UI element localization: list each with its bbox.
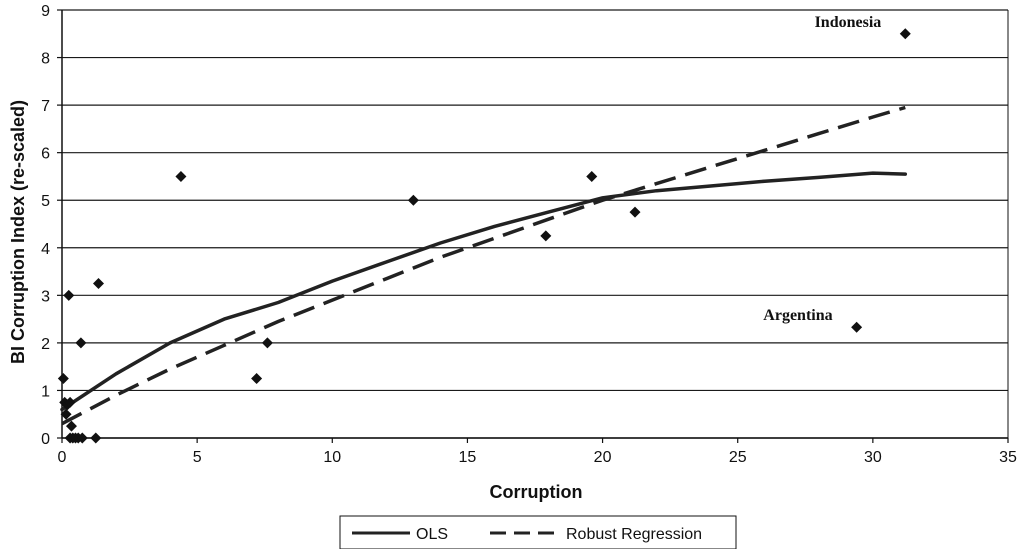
data-point bbox=[251, 373, 263, 385]
data-point bbox=[261, 337, 273, 349]
data-point bbox=[65, 420, 77, 432]
x-tick-label-15: 15 bbox=[459, 449, 477, 466]
data-point bbox=[629, 206, 641, 218]
data-point bbox=[76, 432, 88, 444]
y-tick-label-3: 3 bbox=[41, 288, 50, 305]
y-tick-label-8: 8 bbox=[41, 51, 50, 68]
data-point bbox=[407, 194, 419, 206]
x-tick-label-0: 0 bbox=[58, 449, 67, 466]
data-point bbox=[63, 289, 75, 301]
data-point bbox=[586, 170, 598, 182]
y-axis-title: BI Corruption Index (re-scaled) bbox=[8, 100, 28, 364]
axes bbox=[57, 9, 1009, 443]
legend-ols-label: OLS bbox=[416, 526, 448, 543]
gridlines bbox=[62, 9, 1008, 439]
data-point bbox=[60, 408, 72, 420]
data-point bbox=[90, 432, 102, 444]
y-tick-label-4: 4 bbox=[41, 241, 50, 258]
y-tick-label-7: 7 bbox=[41, 98, 50, 115]
data-point bbox=[851, 321, 863, 333]
x-tick-label-30: 30 bbox=[864, 449, 882, 466]
y-tick-label-6: 6 bbox=[41, 146, 50, 163]
data-point bbox=[175, 170, 187, 182]
data-points bbox=[57, 28, 911, 444]
series-line-robust-regression bbox=[61, 105, 906, 426]
data-point bbox=[57, 373, 69, 385]
x-tick-label-5: 5 bbox=[193, 449, 202, 466]
y-tick-label-9: 9 bbox=[41, 3, 50, 20]
y-tick-label-2: 2 bbox=[41, 336, 50, 353]
x-tick-labels: 0 5 10 15 20 25 30 35 bbox=[58, 449, 1017, 466]
y-tick-labels: 0 1 2 3 4 5 6 7 8 9 bbox=[41, 3, 50, 448]
regression-lines bbox=[60, 105, 908, 426]
y-tick-label-5: 5 bbox=[41, 193, 50, 210]
annotation-argentina: Argentina bbox=[763, 307, 832, 324]
y-tick-label-1: 1 bbox=[41, 383, 50, 400]
data-point bbox=[540, 230, 552, 242]
x-tick-label-25: 25 bbox=[729, 449, 747, 466]
data-point bbox=[75, 337, 87, 349]
legend: OLS Robust Regression bbox=[339, 515, 737, 549]
data-point bbox=[64, 396, 76, 408]
x-tick-label-10: 10 bbox=[323, 449, 341, 466]
annotations: Indonesia Argentina bbox=[763, 14, 881, 324]
data-point bbox=[92, 277, 104, 289]
x-axis-title: Corruption bbox=[490, 482, 583, 502]
series-line-ols bbox=[60, 171, 908, 412]
annotation-indonesia: Indonesia bbox=[815, 14, 882, 31]
x-tick-label-20: 20 bbox=[594, 449, 612, 466]
legend-robust-label: Robust Regression bbox=[566, 526, 702, 543]
y-tick-label-0: 0 bbox=[41, 431, 50, 448]
x-tick-label-35: 35 bbox=[999, 449, 1017, 466]
data-point bbox=[899, 28, 911, 40]
